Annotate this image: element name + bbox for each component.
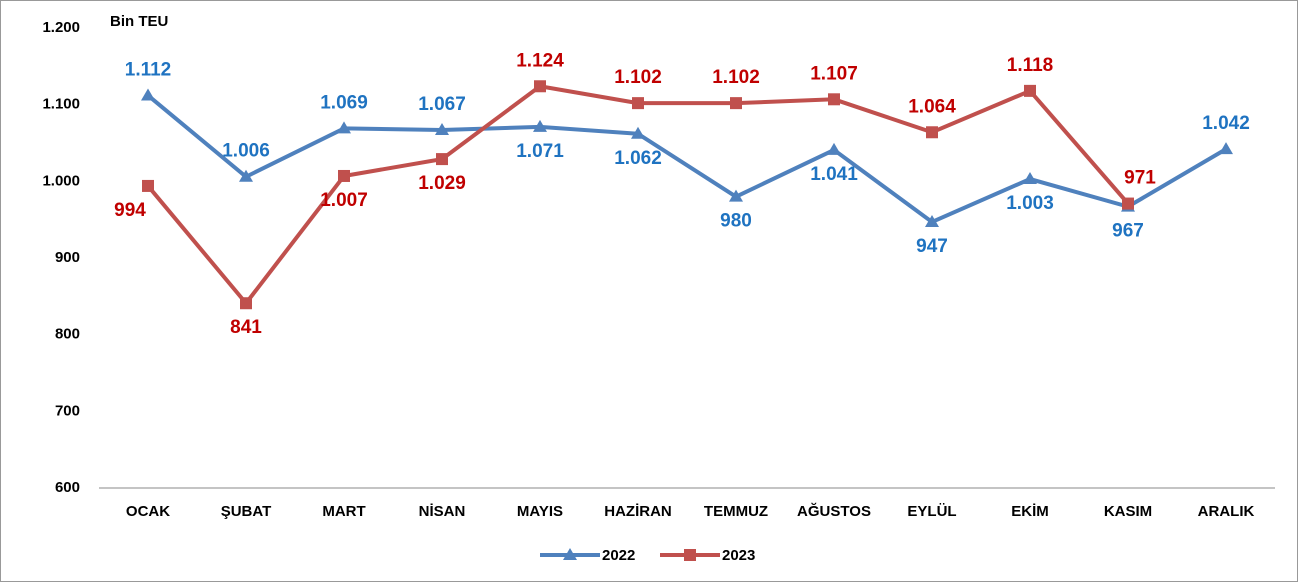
legend-marker [563,548,577,560]
value-label: 967 [1112,221,1144,242]
value-label: 980 [720,211,752,232]
y-tick-label: 600 [55,479,80,496]
value-label: 1.003 [1006,193,1054,214]
marker [436,153,448,166]
value-label: 1.042 [1202,113,1250,134]
marker [435,122,449,135]
marker [730,97,742,110]
x-tick-label: AĞUSTOS [797,502,871,520]
marker [533,119,547,132]
value-label: 1.112 [125,59,172,80]
value-label: 1.118 [1007,55,1054,76]
marker [828,93,840,106]
x-tick-label: NİSAN [419,503,466,520]
value-label: 841 [230,317,262,338]
value-label: 1.007 [320,190,368,211]
value-label: 1.029 [418,173,466,194]
x-tick-label: MART [322,503,365,520]
y-tick-label: 800 [55,326,80,343]
marker [632,97,644,110]
value-label: 1.102 [712,67,760,88]
marker [142,179,154,192]
marker [338,169,350,182]
legend-marker [684,549,696,561]
y-tick-label: 1.200 [42,19,80,36]
x-tick-label: KASIM [1104,503,1152,520]
y-tick-label: 700 [55,402,80,419]
marker [1023,172,1037,185]
marker [1219,142,1233,155]
value-label: 1.071 [516,141,564,162]
x-tick-label: ARALIK [1198,503,1255,520]
marker [926,126,938,139]
x-tick-label: ŞUBAT [221,503,272,520]
value-label: 1.124 [516,50,564,71]
value-label: 1.102 [614,67,662,88]
value-label: 947 [916,236,948,257]
value-label: 1.064 [908,96,956,117]
marker [1122,197,1134,210]
line [146,93,1228,225]
y-axis-label: Bin TEU [110,13,168,30]
value-label: 1.069 [320,92,368,113]
value-label: 971 [1124,168,1156,189]
x-tick-label: HAZİRAN [604,503,672,520]
x-tick-label: EKİM [1011,503,1049,520]
x-tick-label: EYLÜL [907,503,956,520]
marker [240,297,252,310]
marker [337,121,351,134]
value-label: 994 [114,200,146,221]
y-tick-label: 1.000 [42,172,80,189]
value-label: 1.107 [810,63,858,84]
marker [729,189,743,202]
x-tick-label: MAYIS [517,503,563,520]
legend-label: 2023 [722,547,755,564]
marker [534,80,546,93]
marker [925,214,939,227]
value-label: 1.041 [810,164,858,185]
marker [1024,84,1036,97]
value-label: 1.067 [418,94,466,115]
marker [141,88,155,101]
x-tick-label: TEMMUZ [704,503,768,520]
marker [239,169,253,182]
marker [827,142,841,155]
legend-label: 2022 [602,547,635,564]
value-label: 1.062 [614,148,662,169]
x-tick-label: OCAK [126,503,170,520]
y-tick-label: 900 [55,249,80,266]
marker [631,126,645,139]
value-label: 1.006 [222,141,270,162]
y-tick-label: 1.100 [42,96,80,113]
